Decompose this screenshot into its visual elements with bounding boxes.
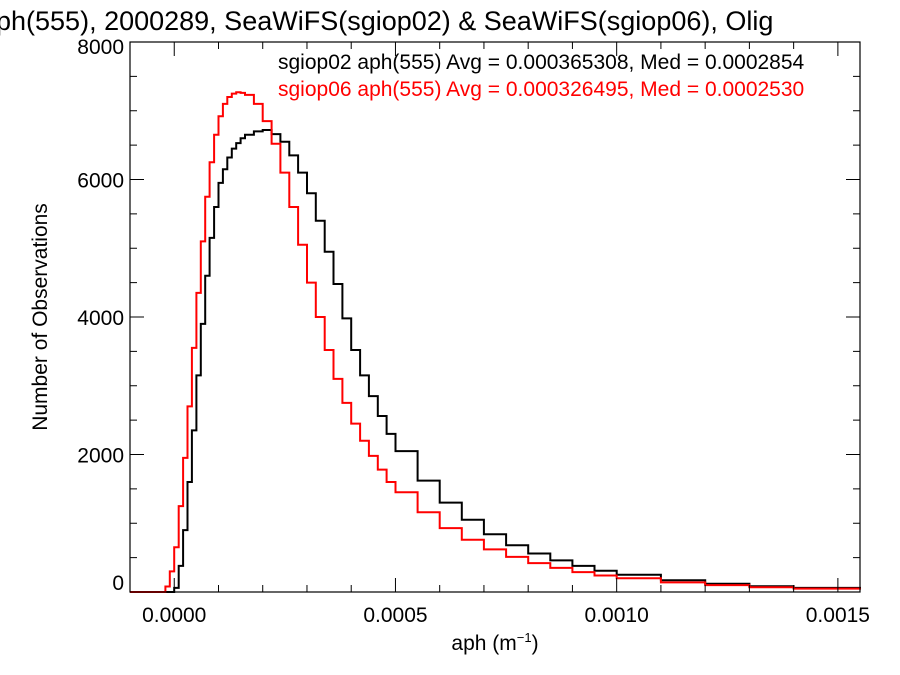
series-layer (130, 91, 861, 593)
x-tick-label: 0.0000 (142, 604, 206, 627)
x-axis-label: aph (m−1) (451, 630, 538, 655)
x-axis-label-close: ) (532, 632, 539, 655)
y-tick-label: 0 (112, 572, 124, 595)
series-sgiop06-line (130, 91, 861, 593)
y-axis-label: Number of Observations (29, 203, 52, 431)
y-tick-label: 2000 (77, 445, 124, 468)
plot-frame (129, 41, 861, 593)
y-tick-label: 6000 (77, 170, 124, 193)
plot-area: 0.0000 0.0005 0.0010 0.0015 0 2000 4000 6000 80… (77, 36, 870, 627)
chart-title: ph(555), 2000289, SeaWiFS(sgiop02) & Sea… (0, 6, 773, 36)
annotation-sgiop02: sgiop02 aph(555) Avg = 0.000365308, Med … (278, 51, 805, 74)
x-tick-label: 0.0015 (806, 604, 870, 627)
y-tick-label: 8000 (77, 36, 124, 59)
series-sgiop02-line (130, 129, 861, 593)
x-tick-label: 0.0005 (363, 604, 427, 627)
x-axis-label-main: aph (m (451, 632, 516, 655)
x-axis: 0.0000 0.0005 0.0010 0.0015 (129, 42, 870, 627)
y-tick-label: 4000 (77, 307, 124, 330)
y-axis: 0 2000 4000 6000 8000 (77, 36, 860, 595)
annotation-sgiop06: sgiop06 aph(555) Avg = 0.000326495, Med … (278, 78, 804, 101)
x-tick-label: 0.0010 (585, 604, 649, 627)
x-axis-label-superscript: −1 (517, 630, 532, 645)
